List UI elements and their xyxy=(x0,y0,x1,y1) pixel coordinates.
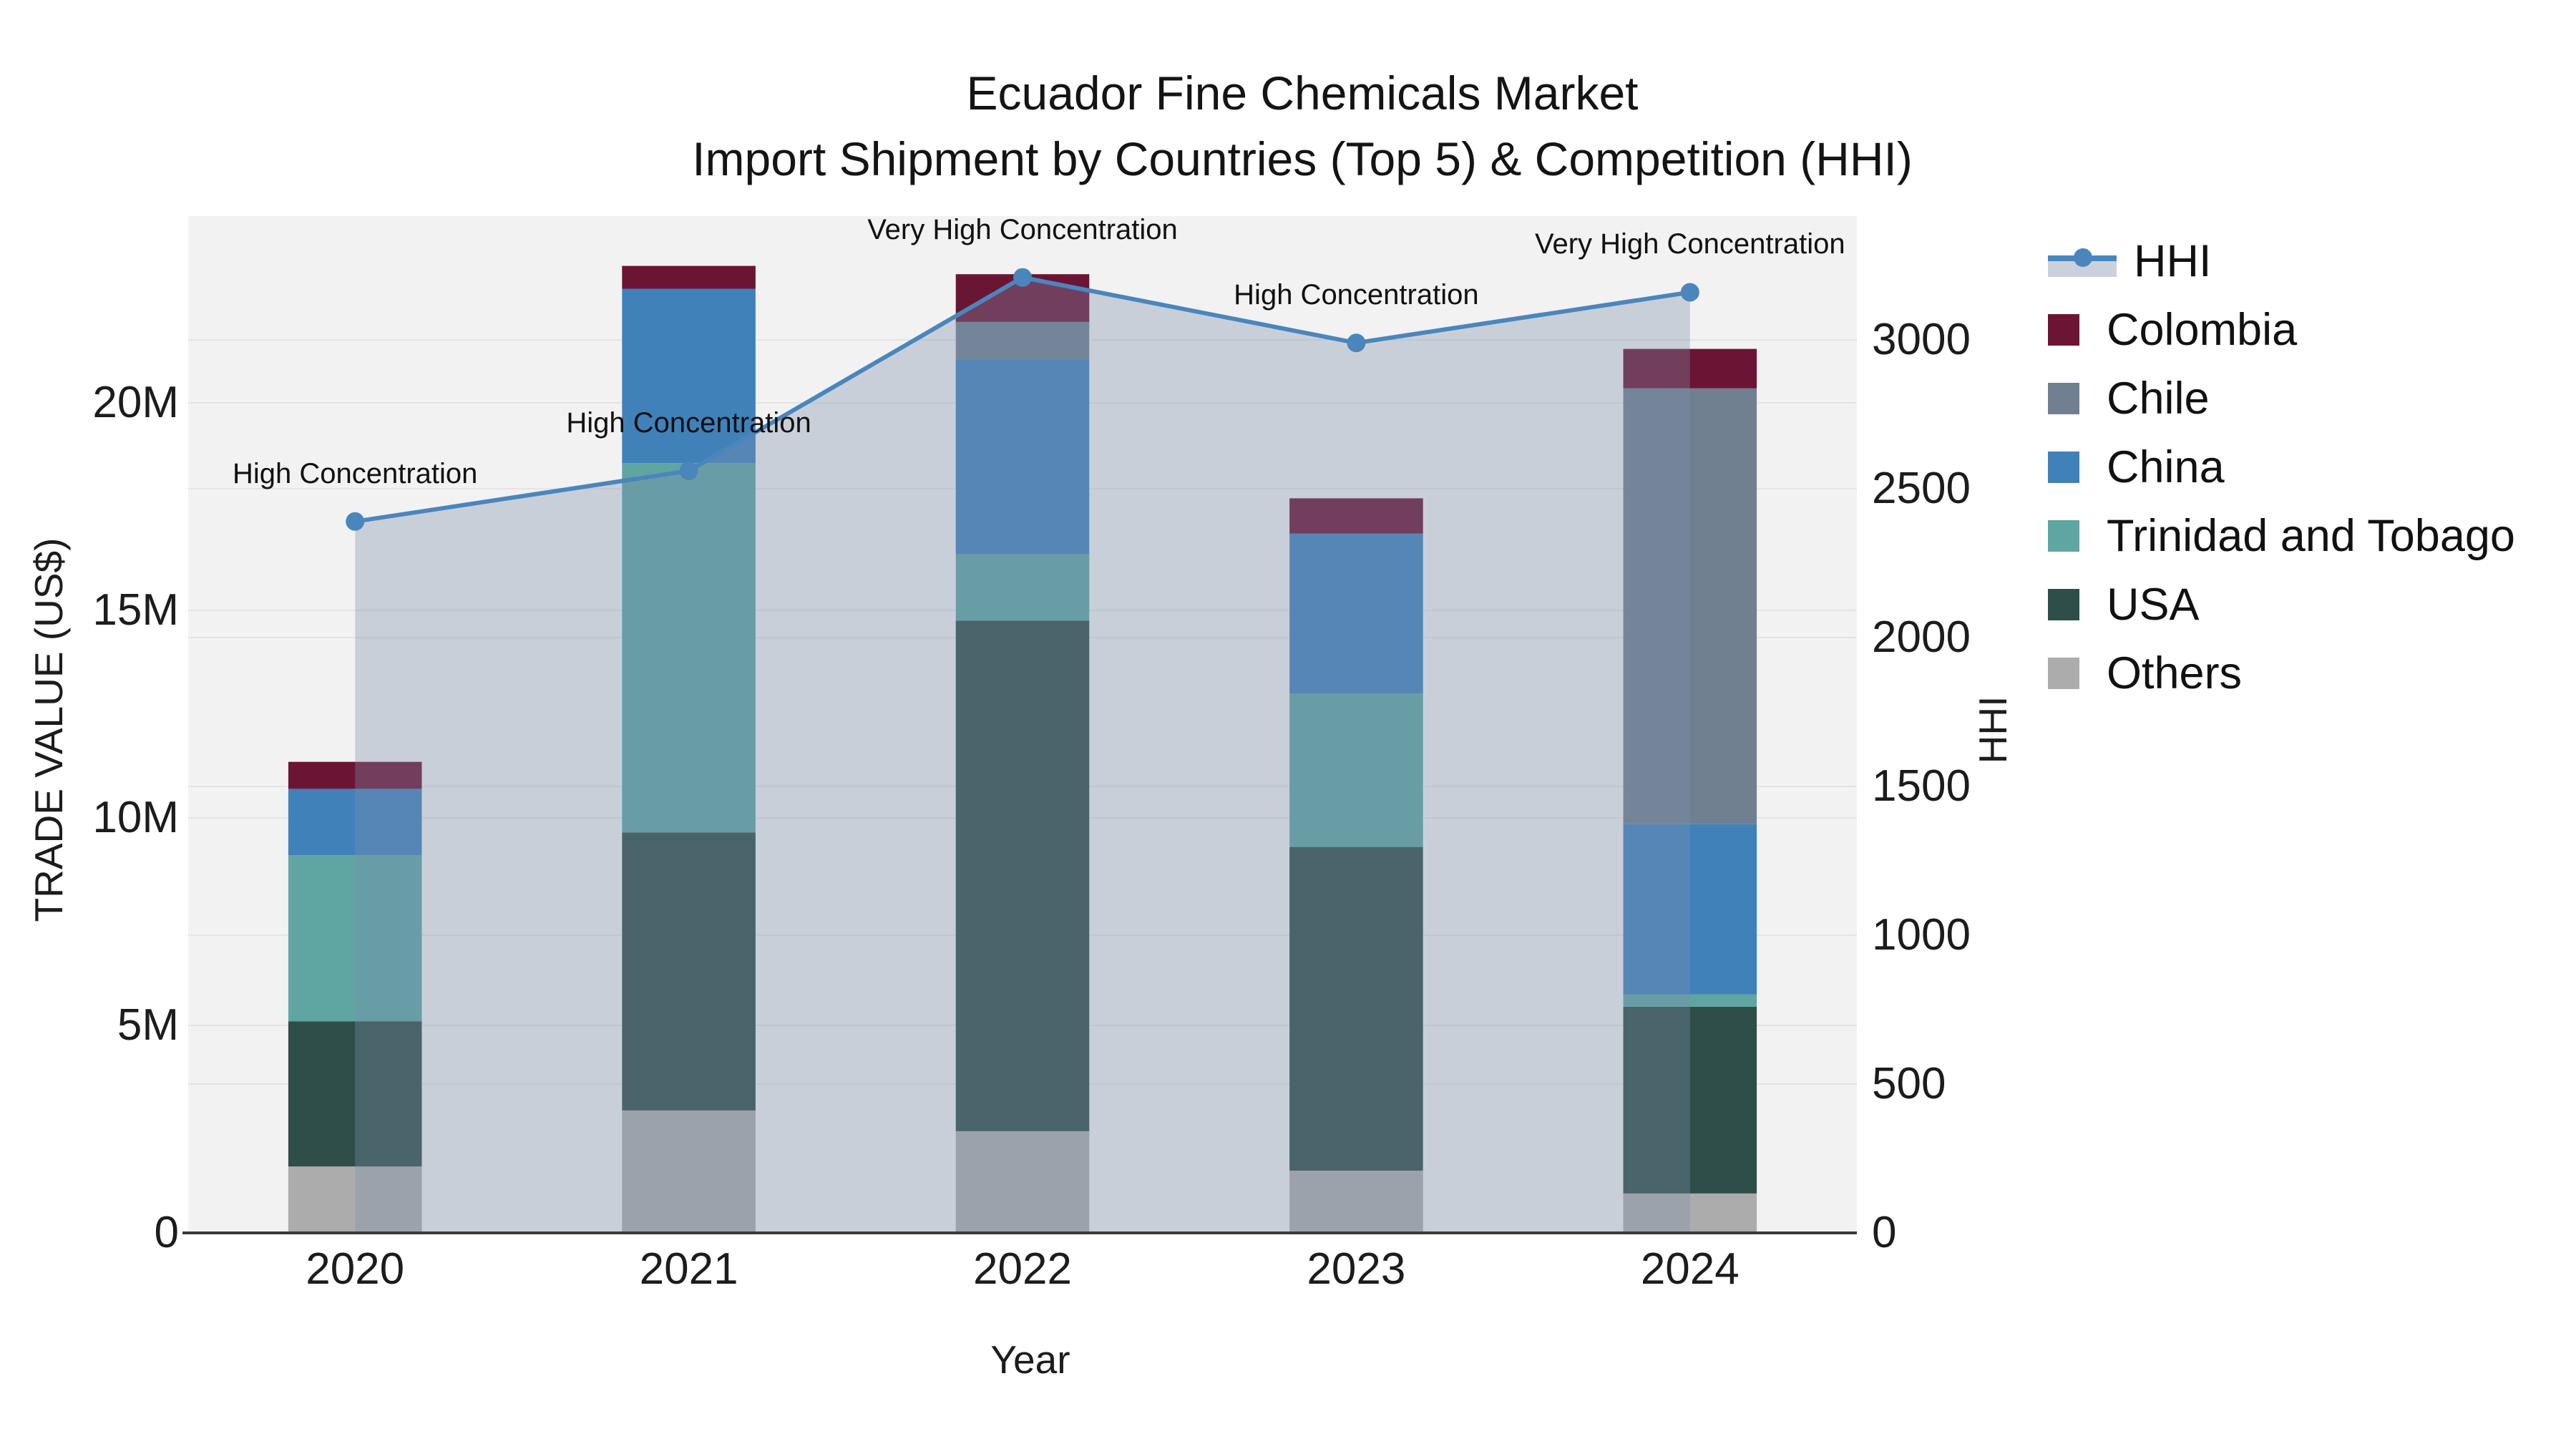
bar-segment-2021-others[interactable] xyxy=(622,1110,756,1233)
bar-segment-2021-colombia[interactable] xyxy=(622,265,756,289)
bar-segment-2024-chile[interactable] xyxy=(1623,388,1757,824)
bar-segment-2022-chile[interactable] xyxy=(955,321,1090,360)
hhi-point-2020[interactable] xyxy=(346,512,365,531)
legend-swatch-china xyxy=(2048,452,2079,483)
tick-left-10M: 10M xyxy=(92,793,179,842)
tick-right-1500: 1500 xyxy=(1872,761,1971,811)
tick-right-1000: 1000 xyxy=(1872,910,1971,960)
legend-item-others[interactable]: Others xyxy=(2048,648,2242,698)
bar-segment-2020-trinidad-and-tobago[interactable] xyxy=(288,855,422,1022)
annotation-2021: High Concentration xyxy=(566,407,811,439)
bar-segment-2024-others[interactable] xyxy=(1623,1193,1757,1233)
bar-segment-2024-china[interactable] xyxy=(1623,824,1757,995)
tick-x-2022: 2022 xyxy=(973,1244,1072,1294)
tick-right-0: 0 xyxy=(1872,1208,1897,1257)
tick-right-2500: 2500 xyxy=(1872,464,1971,514)
legend-item-chile[interactable]: Chile xyxy=(2048,374,2210,424)
legend-label-chile: Chile xyxy=(2107,374,2210,424)
legend-label-colombia: Colombia xyxy=(2107,305,2298,355)
hhi-area-fill xyxy=(355,277,1690,1233)
legend-swatch-others xyxy=(2048,658,2079,689)
legend-item-hhi[interactable]: HHI xyxy=(2048,236,2212,286)
bar-segment-2022-others[interactable] xyxy=(955,1131,1090,1233)
legend-swatch-colombia xyxy=(2048,314,2079,346)
bar-segment-2020-usa[interactable] xyxy=(288,1021,422,1167)
legend-label-trinidad-and-tobago: Trinidad and Tobago xyxy=(2107,511,2515,561)
legend-swatch-chile xyxy=(2048,383,2079,414)
x-axis-title: Year xyxy=(990,1337,1070,1382)
tick-right-2000: 2000 xyxy=(1872,613,1971,663)
legend-swatch-hhi-line-icon xyxy=(2048,243,2117,280)
legend-item-colombia[interactable]: Colombia xyxy=(2048,305,2297,355)
legend-item-trinidad-and-tobago[interactable]: Trinidad and Tobago xyxy=(2048,511,2515,561)
tick-x-2023: 2023 xyxy=(1307,1244,1406,1294)
bar-segment-2022-usa[interactable] xyxy=(955,620,1090,1131)
hhi-point-2021[interactable] xyxy=(679,462,698,481)
legend-label-china: China xyxy=(2107,442,2225,492)
tick-x-2020: 2020 xyxy=(306,1244,405,1294)
bar-segment-2021-trinidad-and-tobago[interactable] xyxy=(622,463,756,833)
bar-segment-2022-trinidad-and-tobago[interactable] xyxy=(955,554,1090,621)
bar-segment-2023-usa[interactable] xyxy=(1289,847,1423,1171)
legend-item-usa[interactable]: USA xyxy=(2048,580,2200,630)
tick-left-0: 0 xyxy=(154,1208,179,1257)
tick-left-20M: 20M xyxy=(92,378,179,427)
tick-right-3000: 3000 xyxy=(1872,315,1971,365)
chart-title-line1: Ecuador Fine Chemicals Market xyxy=(966,67,1639,119)
annotation-2023: High Concentration xyxy=(1234,279,1479,311)
bar-segment-2024-trinidad-and-tobago[interactable] xyxy=(1623,994,1757,1007)
bar-segment-2023-china[interactable] xyxy=(1289,533,1423,693)
bar-segment-2024-usa[interactable] xyxy=(1623,1006,1757,1194)
legend-swatch-trinidad-and-tobago xyxy=(2048,520,2079,552)
tick-x-2024: 2024 xyxy=(1640,1244,1740,1294)
annotation-2024: Very High Concentration xyxy=(1535,228,1845,260)
chart-title-line2: Import Shipment by Countries (Top 5) & C… xyxy=(692,132,1913,185)
legend-swatch-usa xyxy=(2048,589,2079,620)
bar-segment-2021-china[interactable] xyxy=(622,288,756,464)
legend-label-others: Others xyxy=(2107,648,2243,698)
tick-left-15M: 15M xyxy=(92,585,179,635)
tick-left-5M: 5M xyxy=(117,1000,179,1050)
bar-segment-2020-china[interactable] xyxy=(288,789,422,856)
bar-segment-2020-colombia[interactable] xyxy=(288,761,422,789)
bar-segment-2023-trinidad-and-tobago[interactable] xyxy=(1289,693,1423,847)
legend-label-usa: USA xyxy=(2107,580,2200,630)
hhi-point-2022[interactable] xyxy=(1013,268,1032,287)
bar-segment-2022-china[interactable] xyxy=(955,359,1090,555)
hhi-point-2024[interactable] xyxy=(1680,283,1699,302)
legend-label-hhi: HHI xyxy=(2134,236,2212,286)
bar-segment-2023-colombia[interactable] xyxy=(1289,498,1423,534)
hhi-marker-swatch xyxy=(2074,248,2092,267)
bar-segment-2020-others[interactable] xyxy=(288,1166,422,1233)
bar-segment-2023-others[interactable] xyxy=(1289,1171,1423,1233)
annotation-2020: High Concentration xyxy=(232,457,478,489)
annotation-2022: Very High Concentration xyxy=(867,213,1178,245)
legend-item-china[interactable]: China xyxy=(2048,442,2225,492)
y-axis-title-right: HHI xyxy=(1971,696,2015,764)
bar-segment-2021-usa[interactable] xyxy=(622,832,756,1111)
tick-right-500: 500 xyxy=(1872,1059,1946,1108)
tick-x-2021: 2021 xyxy=(639,1244,738,1294)
hhi-point-2023[interactable] xyxy=(1347,333,1366,353)
bar-segment-2024-colombia[interactable] xyxy=(1623,348,1757,389)
